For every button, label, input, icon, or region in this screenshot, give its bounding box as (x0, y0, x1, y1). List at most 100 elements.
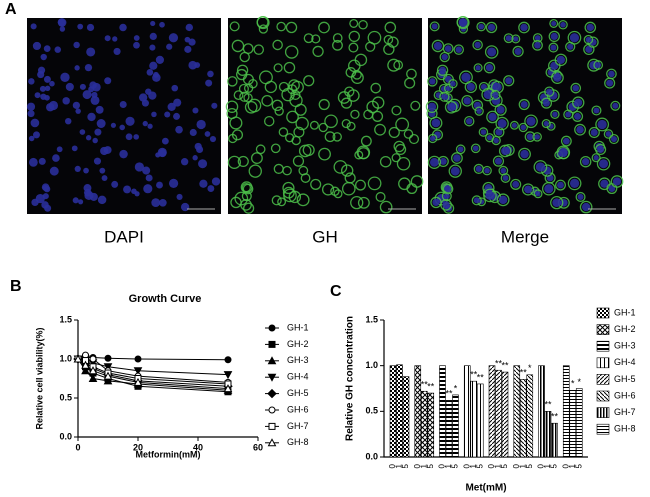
cell-membrane (472, 39, 483, 51)
cell-membrane (521, 183, 535, 196)
cell-membrane (355, 179, 366, 191)
cell-membrane (230, 196, 242, 209)
cell-membrane (518, 147, 531, 161)
legend-swatch (596, 374, 610, 385)
nucleus (581, 202, 591, 212)
nucleus (93, 157, 102, 165)
nucleus (85, 135, 92, 141)
cell-membrane (391, 153, 401, 163)
legend-label: GH-3 (614, 341, 636, 351)
cell-membrane (596, 156, 611, 171)
cell-membrane (473, 63, 483, 73)
cell-membrane (233, 90, 244, 101)
nucleus (143, 184, 153, 194)
significance: ** (520, 368, 528, 378)
marker (88, 366, 98, 375)
nucleus (74, 165, 81, 172)
nucleus (443, 193, 450, 200)
significance: ** (501, 360, 509, 370)
nucleus (474, 41, 481, 49)
nucleus (123, 185, 132, 194)
nucleus (72, 197, 79, 204)
x-tick-label: 0 (388, 463, 397, 468)
nucleus (207, 70, 214, 78)
nucleus (59, 26, 66, 32)
cell-membrane (349, 18, 359, 28)
legend-label: GH-5 (614, 374, 636, 384)
nucleus (33, 131, 40, 139)
cell-membrane (277, 197, 287, 207)
cell-membrane (310, 178, 322, 190)
cell-membrane (606, 68, 617, 80)
nucleus (31, 198, 39, 207)
cell-membrane (324, 114, 338, 129)
bar (538, 365, 545, 458)
cell-membrane (483, 61, 496, 74)
cell-membrane (290, 89, 301, 101)
nucleus (175, 125, 183, 134)
cell-membrane (478, 127, 489, 137)
cell-membrane (379, 155, 392, 168)
nucleus (569, 178, 580, 188)
cell-membrane (374, 123, 386, 136)
cell-membrane (532, 39, 543, 51)
nucleus (151, 198, 161, 208)
significance: ** (477, 372, 485, 382)
significance: ** (445, 389, 453, 399)
y-tick-label: 0.5 (59, 392, 72, 402)
cell-membrane (591, 105, 602, 116)
cell-membrane (237, 155, 249, 168)
nucleus (577, 193, 584, 200)
nucleus (480, 129, 487, 135)
cell-membrane (372, 96, 385, 109)
nucleus (593, 107, 600, 114)
nucleus (494, 157, 503, 165)
nucleus (450, 80, 456, 87)
cell-membrane (550, 195, 564, 210)
nucleus (42, 193, 49, 200)
marker (267, 438, 277, 447)
cell-membrane (255, 144, 266, 155)
nucleus (473, 197, 480, 204)
nucleus (44, 85, 51, 92)
cell-membrane (253, 44, 265, 55)
cell-membrane (303, 75, 315, 87)
nucleus (472, 145, 479, 152)
nucleus (597, 119, 607, 130)
nucleus (173, 112, 181, 120)
cell-membrane (226, 107, 238, 120)
nucleus (493, 137, 499, 144)
marker (268, 422, 276, 430)
nucleus (91, 91, 98, 99)
nucleus (581, 158, 590, 166)
x-tick-label: 5 (500, 463, 509, 468)
cell-membrane (333, 189, 343, 199)
nucleus (450, 166, 460, 176)
nucleus (513, 36, 519, 42)
nucleus (199, 179, 208, 188)
bar (470, 380, 478, 458)
nucleus (562, 137, 570, 145)
nucleus (147, 123, 153, 129)
legend-label: GH-6 (614, 390, 636, 400)
nucleus (104, 77, 112, 85)
cell-membrane (410, 100, 421, 111)
nucleus (511, 122, 518, 128)
nucleus (211, 177, 221, 186)
nucleus (134, 191, 140, 197)
nucleus (466, 117, 473, 125)
cell-membrane (357, 196, 370, 209)
nucleus (184, 36, 191, 43)
cell-membrane (229, 21, 240, 32)
nucleus (34, 92, 41, 99)
cell-membrane (388, 126, 400, 139)
significance: * (571, 379, 575, 389)
nucleus (176, 193, 183, 200)
nucleus (589, 38, 597, 46)
nucleus (441, 93, 448, 100)
marker (133, 367, 143, 376)
bar (427, 392, 435, 458)
cell-membrane (332, 132, 342, 142)
nucleus (597, 145, 605, 153)
cell-membrane (358, 19, 368, 30)
